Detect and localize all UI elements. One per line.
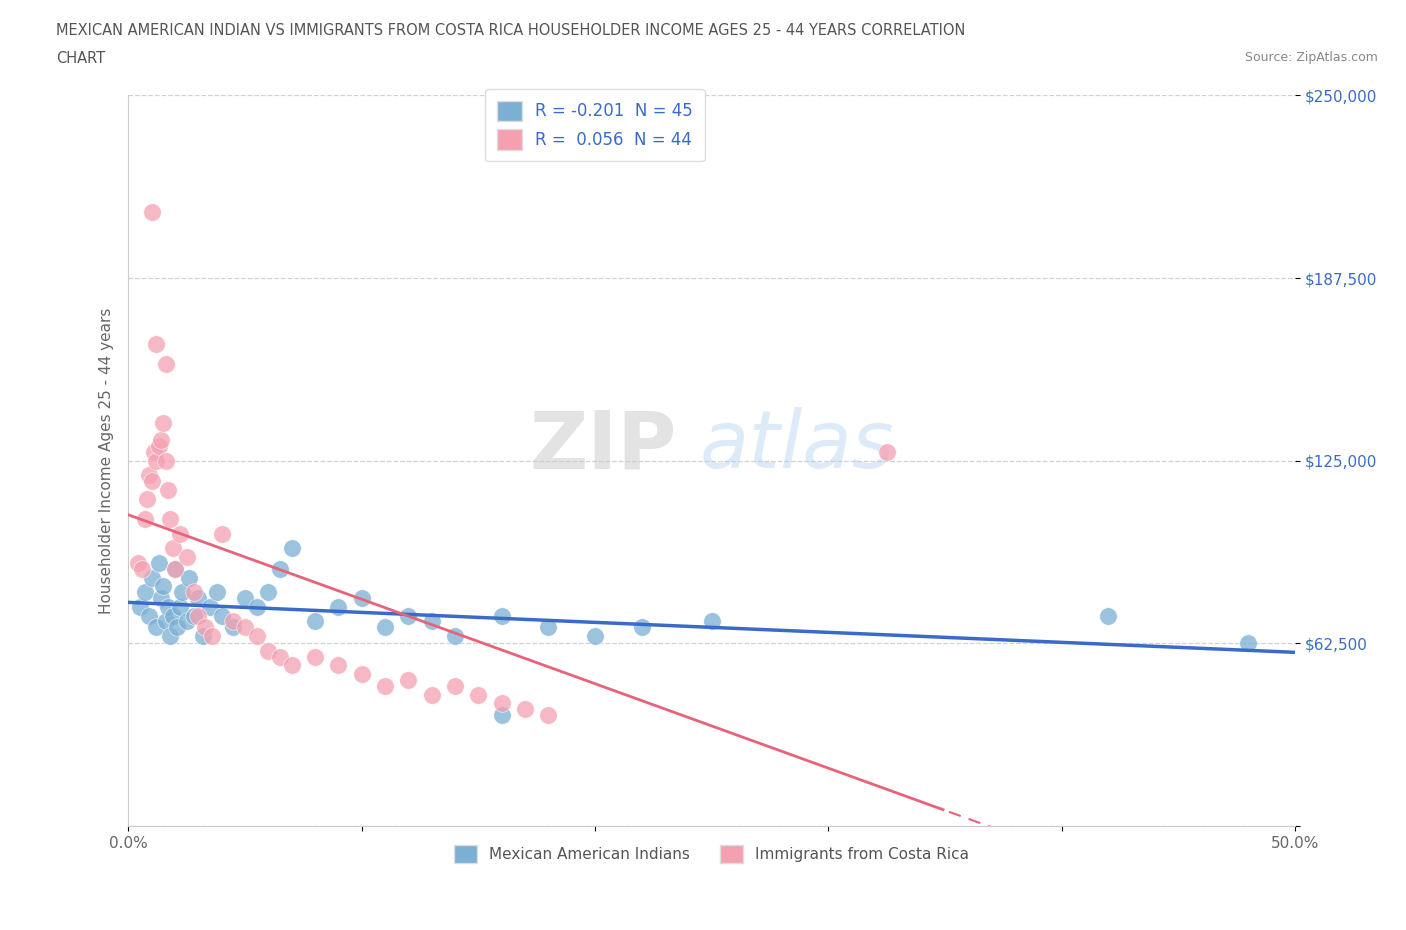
Point bbox=[211, 608, 233, 623]
Point bbox=[148, 439, 170, 454]
Point bbox=[187, 591, 209, 605]
Text: MEXICAN AMERICAN INDIAN VS IMMIGRANTS FROM COSTA RICA HOUSEHOLDER INCOME AGES 25: MEXICAN AMERICAN INDIAN VS IMMIGRANTS FR… bbox=[56, 23, 966, 38]
Point bbox=[444, 678, 467, 693]
Point bbox=[141, 205, 163, 219]
Point bbox=[159, 629, 181, 644]
Point bbox=[876, 445, 898, 459]
Point bbox=[211, 526, 233, 541]
Point bbox=[491, 708, 513, 723]
Point bbox=[145, 620, 167, 635]
Point bbox=[183, 608, 205, 623]
Point bbox=[169, 526, 191, 541]
Point bbox=[374, 678, 396, 693]
Point bbox=[129, 600, 152, 615]
Point bbox=[245, 629, 267, 644]
Point bbox=[304, 649, 326, 664]
Point bbox=[169, 600, 191, 615]
Point bbox=[233, 591, 256, 605]
Point bbox=[1237, 636, 1260, 651]
Point bbox=[420, 614, 443, 629]
Point bbox=[142, 445, 165, 459]
Point bbox=[269, 649, 291, 664]
Point bbox=[222, 620, 245, 635]
Point bbox=[328, 600, 350, 615]
Point bbox=[162, 541, 184, 556]
Point bbox=[135, 491, 157, 506]
Point bbox=[198, 600, 221, 615]
Point bbox=[170, 585, 193, 600]
Point bbox=[156, 483, 179, 498]
Point bbox=[194, 620, 217, 635]
Point bbox=[148, 555, 170, 570]
Point bbox=[304, 614, 326, 629]
Y-axis label: Householder Income Ages 25 - 44 years: Householder Income Ages 25 - 44 years bbox=[100, 308, 114, 614]
Point bbox=[155, 614, 177, 629]
Point bbox=[152, 579, 174, 594]
Point bbox=[350, 667, 373, 682]
Point bbox=[163, 562, 186, 577]
Point bbox=[191, 629, 214, 644]
Point bbox=[176, 614, 198, 629]
Point bbox=[155, 453, 177, 468]
Point bbox=[134, 585, 156, 600]
Point bbox=[141, 570, 163, 585]
Text: CHART: CHART bbox=[56, 51, 105, 66]
Point bbox=[138, 608, 160, 623]
Point bbox=[145, 337, 167, 352]
Point bbox=[444, 629, 467, 644]
Point bbox=[269, 562, 291, 577]
Point bbox=[700, 614, 723, 629]
Point bbox=[159, 512, 181, 526]
Point bbox=[134, 512, 156, 526]
Point bbox=[537, 620, 560, 635]
Point bbox=[127, 555, 149, 570]
Point bbox=[280, 541, 302, 556]
Point bbox=[163, 562, 186, 577]
Point bbox=[350, 591, 373, 605]
Point bbox=[374, 620, 396, 635]
Point bbox=[152, 416, 174, 431]
Point bbox=[233, 620, 256, 635]
Point bbox=[396, 608, 419, 623]
Point bbox=[420, 687, 443, 702]
Point bbox=[162, 608, 184, 623]
Point bbox=[183, 585, 205, 600]
Point bbox=[1097, 608, 1119, 623]
Point bbox=[156, 600, 179, 615]
Point bbox=[222, 614, 245, 629]
Point bbox=[155, 357, 177, 372]
Text: Source: ZipAtlas.com: Source: ZipAtlas.com bbox=[1244, 51, 1378, 64]
Point bbox=[145, 453, 167, 468]
Text: ZIP: ZIP bbox=[529, 407, 676, 485]
Point bbox=[491, 608, 513, 623]
Point bbox=[201, 629, 224, 644]
Point bbox=[537, 708, 560, 723]
Point bbox=[280, 658, 302, 672]
Point bbox=[513, 701, 536, 716]
Point bbox=[257, 585, 280, 600]
Point bbox=[205, 585, 228, 600]
Point bbox=[138, 468, 160, 483]
Point bbox=[176, 550, 198, 565]
Point bbox=[149, 432, 172, 447]
Point bbox=[583, 629, 606, 644]
Point bbox=[141, 473, 163, 488]
Point bbox=[166, 620, 188, 635]
Point bbox=[187, 608, 209, 623]
Point bbox=[630, 620, 652, 635]
Text: atlas: atlas bbox=[700, 407, 894, 485]
Point bbox=[257, 644, 280, 658]
Point bbox=[177, 570, 200, 585]
Point bbox=[491, 696, 513, 711]
Point bbox=[328, 658, 350, 672]
Point bbox=[149, 591, 172, 605]
Legend: Mexican American Indians, Immigrants from Costa Rica: Mexican American Indians, Immigrants fro… bbox=[447, 839, 976, 870]
Point bbox=[131, 562, 153, 577]
Point bbox=[245, 600, 267, 615]
Point bbox=[396, 672, 419, 687]
Point bbox=[467, 687, 489, 702]
